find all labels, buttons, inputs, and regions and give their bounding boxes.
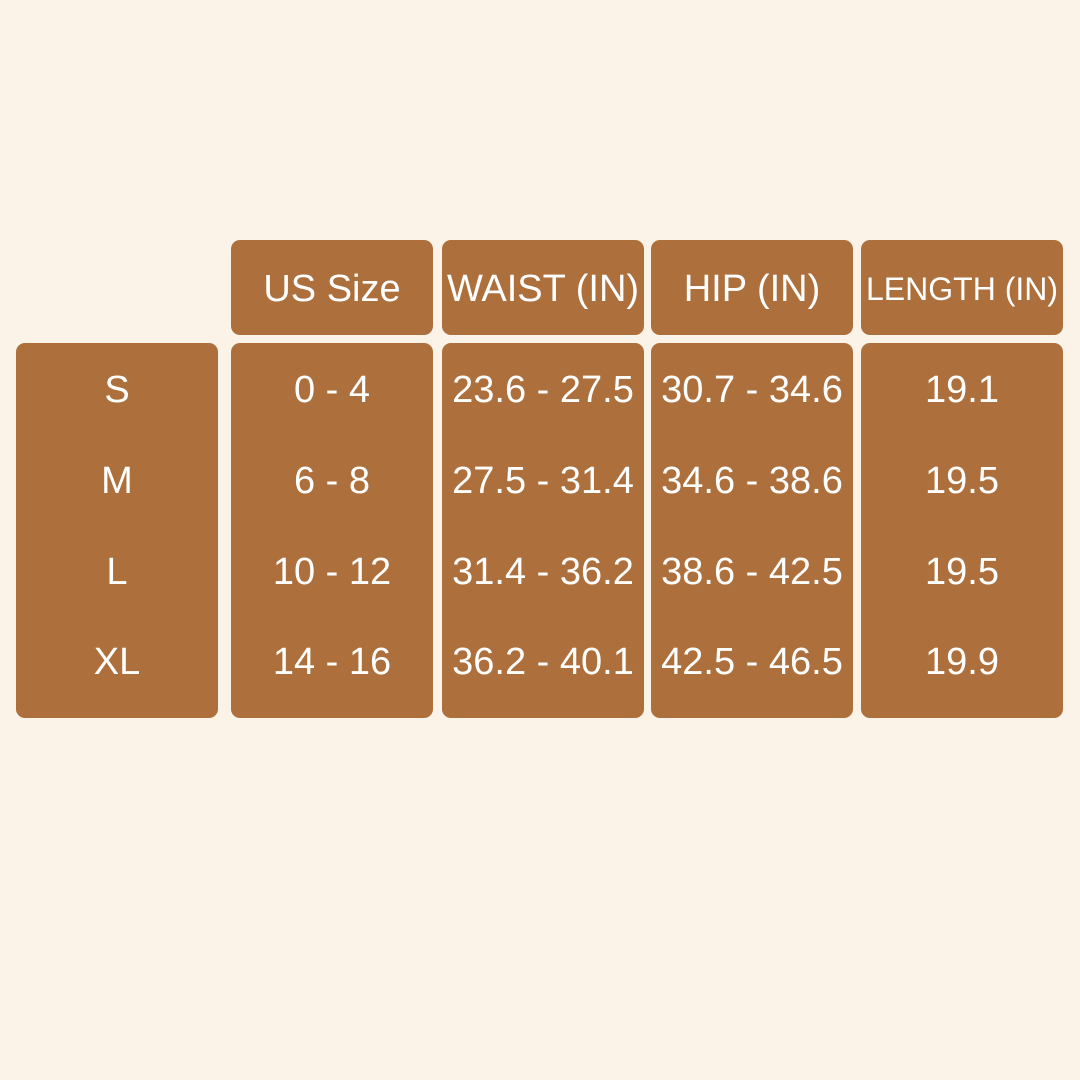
- column-cell: [861, 343, 1063, 718]
- column-cell: [16, 343, 218, 718]
- header-cell: [651, 240, 853, 335]
- cell-text: 19.5: [925, 460, 999, 502]
- size-label: S: [104, 369, 130, 411]
- cell-text: 10 - 12: [272, 551, 392, 593]
- cell-text: 30.7 - 34.6: [661, 369, 843, 411]
- cell-text: 19.5: [925, 551, 999, 593]
- column-cell: [231, 343, 433, 718]
- cell-text: 38.6 - 42.5: [661, 551, 843, 593]
- cell-text: 42.5 - 46.5: [661, 641, 843, 683]
- cell-text: 14 - 16: [272, 641, 392, 683]
- cell-text: 6 - 8: [293, 460, 371, 502]
- cell-text: 19.1: [925, 369, 999, 411]
- header-cell: [231, 240, 433, 335]
- cell-text: 27.5 - 31.4: [452, 460, 634, 502]
- size-label: L: [106, 551, 128, 593]
- size-label: XL: [93, 641, 141, 683]
- cell-text: 23.6 - 27.5: [452, 369, 634, 411]
- header-text: HIP (IN): [683, 268, 821, 310]
- cell-text: 0 - 4: [293, 369, 371, 411]
- column-cell: [442, 343, 644, 718]
- header-text: WAIST (IN): [446, 268, 640, 310]
- size-label: M: [101, 460, 133, 502]
- header-text: LENGTH (IN): [866, 271, 1058, 307]
- header-cell: [442, 240, 644, 335]
- cell-text: 31.4 - 36.2: [452, 551, 634, 593]
- column-cell: [651, 343, 853, 718]
- cell-text: 19.9: [925, 641, 999, 683]
- header-cell: [861, 240, 1063, 335]
- cell-text: 34.6 - 38.6: [661, 460, 843, 502]
- cell-text: 36.2 - 40.1: [452, 641, 634, 683]
- header-text: US Size: [263, 268, 401, 310]
